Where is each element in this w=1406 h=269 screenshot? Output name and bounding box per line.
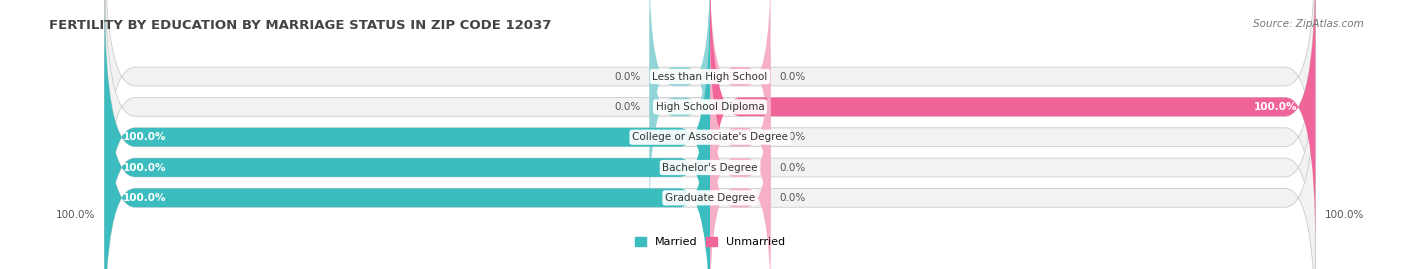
Text: Source: ZipAtlas.com: Source: ZipAtlas.com [1253,19,1364,29]
FancyBboxPatch shape [710,0,1316,249]
Text: 0.0%: 0.0% [614,102,640,112]
Text: High School Diploma: High School Diploma [655,102,765,112]
Text: 0.0%: 0.0% [780,132,806,142]
FancyBboxPatch shape [710,86,770,269]
Text: Bachelor's Degree: Bachelor's Degree [662,162,758,172]
FancyBboxPatch shape [104,56,710,269]
Text: 0.0%: 0.0% [780,193,806,203]
Legend: Married, Unmarried: Married, Unmarried [630,233,790,252]
Text: 100.0%: 100.0% [122,132,166,142]
FancyBboxPatch shape [710,25,770,249]
Text: 100.0%: 100.0% [56,210,96,220]
Text: 0.0%: 0.0% [780,162,806,172]
FancyBboxPatch shape [104,0,710,269]
FancyBboxPatch shape [710,0,770,189]
FancyBboxPatch shape [104,0,1316,219]
Text: Less than High School: Less than High School [652,72,768,82]
FancyBboxPatch shape [104,0,1316,249]
FancyBboxPatch shape [104,0,1316,269]
Text: 100.0%: 100.0% [1324,210,1364,220]
Text: FERTILITY BY EDUCATION BY MARRIAGE STATUS IN ZIP CODE 12037: FERTILITY BY EDUCATION BY MARRIAGE STATU… [49,19,551,32]
Text: College or Associate's Degree: College or Associate's Degree [633,132,787,142]
Text: 100.0%: 100.0% [122,162,166,172]
FancyBboxPatch shape [710,56,770,269]
Text: 100.0%: 100.0% [1254,102,1298,112]
FancyBboxPatch shape [650,0,710,219]
Text: 100.0%: 100.0% [122,193,166,203]
FancyBboxPatch shape [104,56,1316,269]
Text: 0.0%: 0.0% [780,72,806,82]
Text: 0.0%: 0.0% [614,72,640,82]
FancyBboxPatch shape [650,0,710,189]
FancyBboxPatch shape [104,25,1316,269]
FancyBboxPatch shape [104,25,710,269]
Text: Graduate Degree: Graduate Degree [665,193,755,203]
